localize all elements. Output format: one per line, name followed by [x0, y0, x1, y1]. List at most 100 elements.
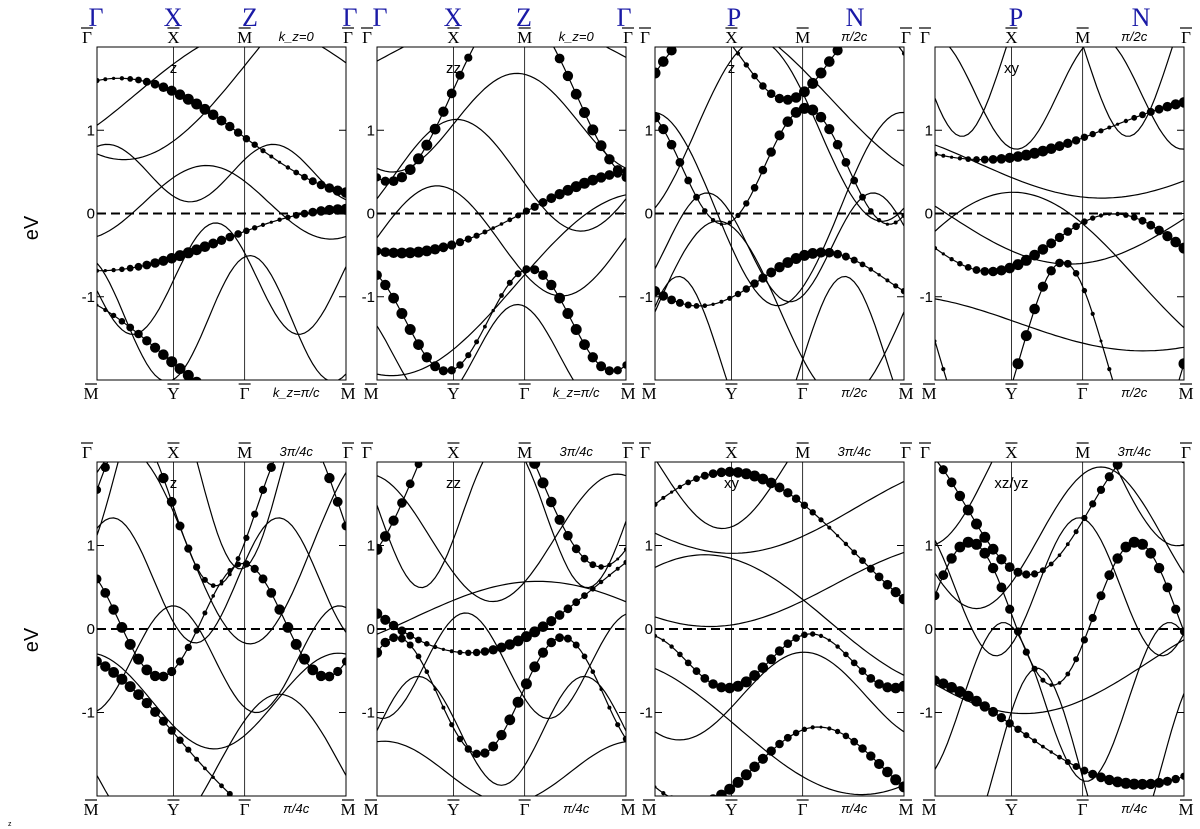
fat-band-point — [529, 626, 541, 638]
fat-band-point — [1081, 218, 1088, 225]
fat-band-point — [262, 417, 265, 420]
fat-band-point — [979, 701, 990, 712]
fat-band-point — [979, 547, 991, 559]
ylabel-bottom: eV — [21, 627, 43, 652]
header-symbol: N — [1132, 3, 1151, 32]
fat-band-point — [677, 484, 683, 490]
fat-band-point — [243, 227, 250, 235]
fat-band-point — [677, 651, 683, 658]
fat-band-point — [397, 626, 407, 636]
fat-band-point — [938, 678, 949, 689]
fat-band-point — [774, 646, 785, 656]
band-lines — [655, 462, 904, 796]
fat-band-point — [898, 680, 904, 692]
fat-band-point — [607, 562, 612, 568]
fat-band-point — [174, 363, 186, 375]
fat-band-point — [827, 525, 832, 530]
fat-band-point — [1170, 99, 1181, 110]
fat-band-point — [1123, 212, 1129, 218]
fat-band-point — [740, 676, 752, 688]
fat-band-point — [716, 467, 727, 478]
fat-band-point — [1012, 259, 1024, 271]
fat-band-point — [979, 531, 991, 543]
fat-band-point — [219, 581, 224, 586]
fat-band-point — [587, 352, 598, 363]
fat-band-point — [834, 728, 841, 735]
kpoint-tick-label: M — [363, 800, 378, 819]
ytick-label: 0 — [87, 206, 95, 223]
fat-band-point — [590, 586, 596, 592]
fat-band-point — [500, 8, 504, 12]
fat-band-point — [684, 28, 693, 37]
fat-band-point — [340, 187, 346, 198]
fat-band-point — [790, 92, 802, 103]
fat-band-point — [1153, 562, 1165, 574]
fat-band-point — [301, 173, 308, 181]
fat-band-point — [1112, 462, 1123, 470]
fat-band-point — [867, 23, 874, 30]
kz-label-bottom: π/4c — [1121, 801, 1148, 816]
fat-band-point — [766, 147, 776, 157]
kpoint-tick-label: Γ — [920, 443, 930, 462]
fat-band-point — [234, 230, 242, 238]
fat-band-point — [465, 649, 472, 656]
fat-band-point — [316, 180, 326, 190]
fat-band-point — [841, 252, 850, 261]
fat-band-point — [277, 217, 282, 222]
fat-band-point — [109, 444, 119, 454]
fat-band-point — [211, 594, 215, 598]
fat-band-point — [835, 644, 840, 649]
fat-band-point — [599, 687, 603, 691]
ytick-label: 1 — [645, 538, 653, 555]
band-line — [377, 462, 626, 589]
kz-label-top: k_z=0 — [559, 29, 595, 44]
fat-band-point — [579, 177, 590, 189]
fat-band-point — [749, 761, 760, 773]
fat-band-point — [318, 462, 324, 463]
fat-band-point — [438, 242, 449, 253]
fat-band-point — [1080, 766, 1089, 775]
band-line — [986, 667, 1184, 796]
fat-band-point — [1039, 567, 1046, 574]
fat-band-point — [874, 572, 884, 582]
ytick-label: 0 — [87, 621, 95, 638]
fat-band-point — [110, 312, 117, 319]
orbital-label: xz/yz — [994, 475, 1028, 492]
fat-band-point — [308, 177, 317, 186]
fat-band-point — [987, 543, 999, 555]
fat-band-point — [700, 471, 709, 480]
fat-band-point — [819, 725, 823, 729]
fat-band-point — [1057, 681, 1062, 685]
fat-band-point — [711, 302, 715, 306]
kpoint-tick-label: Γ — [1181, 28, 1191, 47]
fat-band-point — [397, 498, 407, 508]
kpoint-tick-label: Y — [167, 384, 179, 403]
header-symbol: Γ — [88, 3, 103, 32]
fat-band-point — [142, 336, 152, 346]
fat-band-point — [1112, 553, 1123, 564]
band-line — [377, 303, 575, 380]
fat-band-point — [182, 93, 194, 105]
fat-band-point — [258, 485, 268, 494]
fat-band-point — [124, 681, 136, 693]
fat-band-point — [324, 408, 335, 419]
fat-band-point — [1081, 287, 1088, 294]
fat-band-point — [710, 218, 716, 223]
fat-band-point — [421, 245, 433, 257]
fat-band-point — [1162, 231, 1173, 242]
fat-band-point — [332, 185, 343, 196]
fat-band-point — [655, 501, 658, 507]
fat-band-point — [397, 634, 406, 643]
fat-band-point — [1162, 409, 1173, 420]
fat-band-point — [734, 290, 742, 298]
fat-band-point — [506, 279, 513, 286]
fat-band-point — [421, 139, 433, 151]
fat-band-point — [473, 232, 480, 239]
fat-band-point — [1090, 311, 1095, 316]
band-line — [655, 192, 904, 303]
fat-band-point — [149, 670, 161, 682]
fat-band-point — [340, 203, 346, 215]
fat-band-point — [666, 139, 677, 150]
fat-band-point — [1145, 547, 1157, 559]
fat-band-point — [971, 518, 982, 530]
